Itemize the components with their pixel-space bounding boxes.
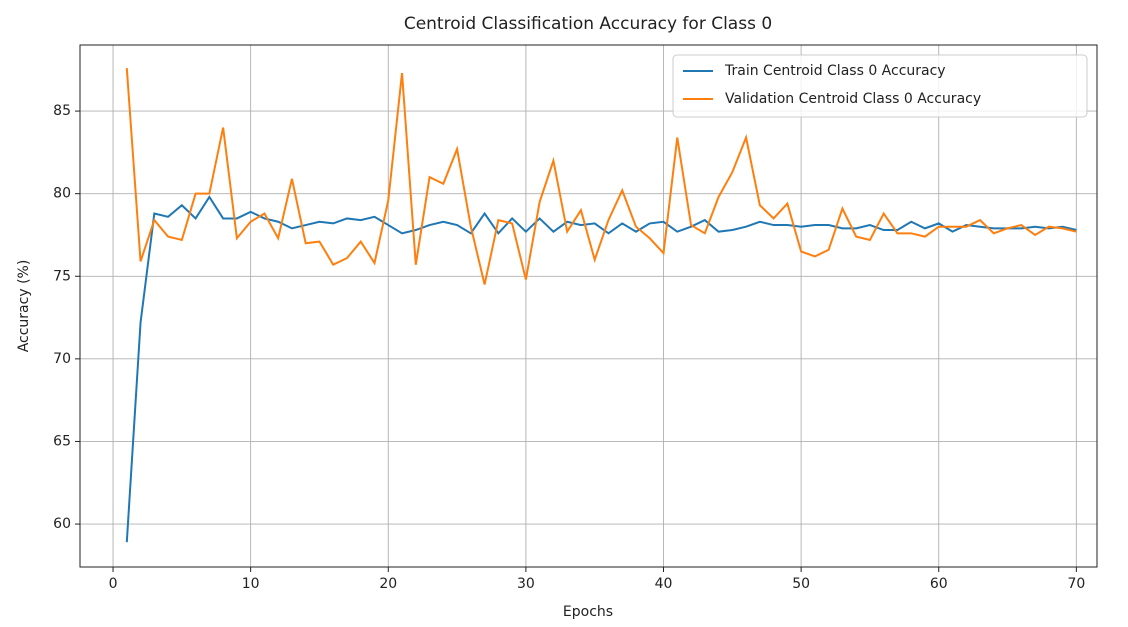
chart-title: Centroid Classification Accuracy for Cla… (404, 14, 772, 34)
x-tick-label: 0 (109, 576, 118, 592)
y-tick-label: 70 (53, 351, 71, 367)
legend-box (672, 54, 1088, 118)
plot-frame (79, 44, 1098, 568)
x-tick-label: 40 (655, 576, 673, 592)
x-tick-label: 10 (242, 576, 260, 592)
legend-label: Train Centroid Class 0 Accuracy (724, 63, 946, 79)
y-tick-label: 85 (53, 103, 71, 119)
legend-label: Validation Centroid Class 0 Accuracy (725, 91, 981, 107)
x-tick-label: 20 (379, 576, 397, 592)
x-tick-label: 30 (517, 576, 535, 592)
x-tick-label: 60 (930, 576, 948, 592)
y-tick-label: 60 (53, 516, 71, 532)
x-tick-label: 70 (1067, 576, 1085, 592)
series-line (125, 195, 1077, 543)
y-tick-label: 65 (53, 433, 71, 449)
x-tick-label: 50 (792, 576, 810, 592)
y-tick-label: 75 (53, 268, 71, 284)
y-axis-label: Accuracy (%) (16, 260, 32, 353)
y-tick-label: 80 (53, 186, 71, 202)
series-line (125, 68, 1077, 285)
x-axis-label: Epochs (563, 604, 613, 620)
